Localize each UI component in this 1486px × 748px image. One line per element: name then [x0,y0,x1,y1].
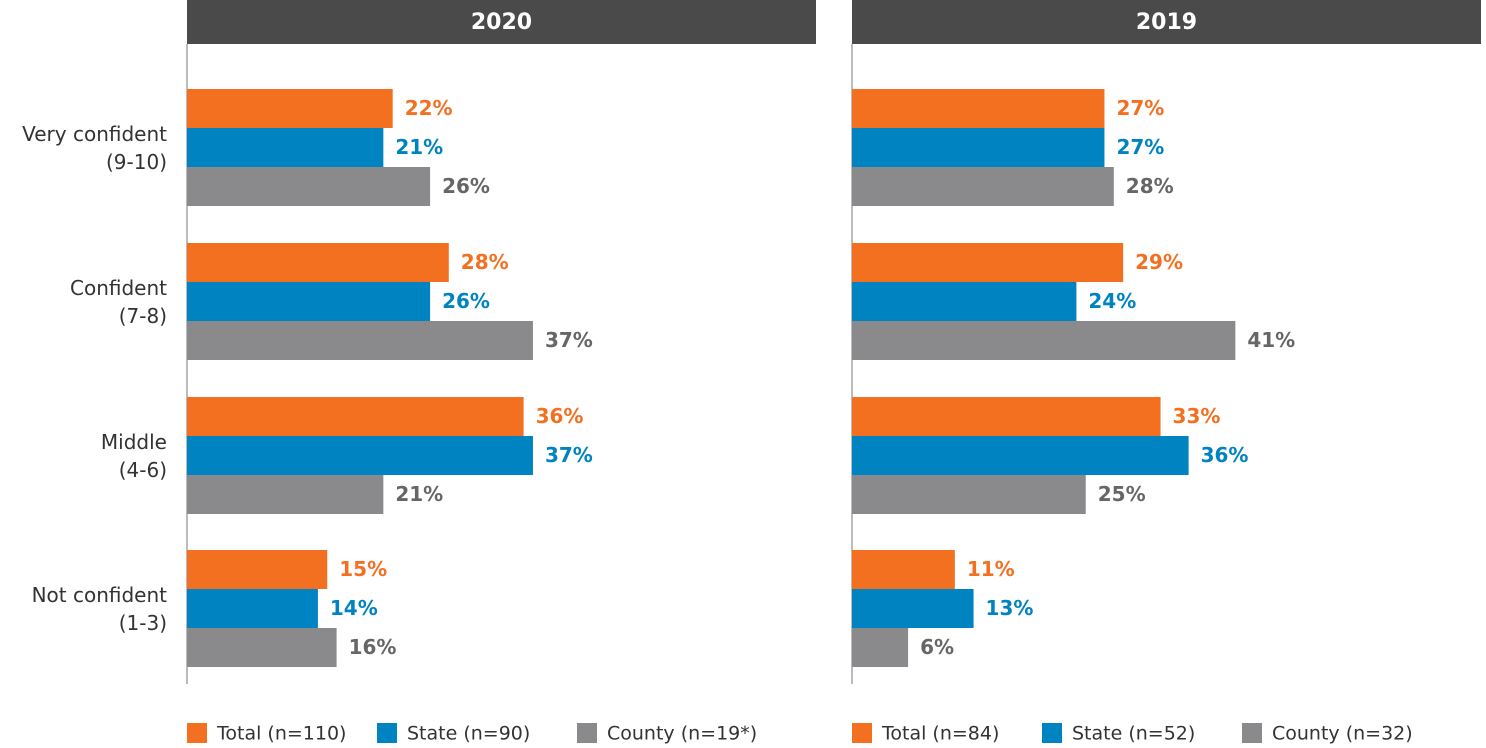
value-label: 27% [1116,135,1164,159]
bar [187,550,328,589]
legend-label: State (n=52) [1072,723,1195,745]
bar [187,243,449,282]
bar [187,436,533,475]
legend-label: County (n=32) [1272,723,1413,745]
value-label: 15% [339,557,387,581]
value-label: 25% [1098,482,1146,506]
bar [187,167,431,206]
value-label: 26% [442,174,490,198]
legend-swatch [1042,723,1062,743]
value-label: 41% [1247,328,1295,352]
bar [852,397,1161,436]
bar [187,397,524,436]
legend-swatch [852,723,872,743]
value-label: 11% [967,557,1015,581]
bar [852,628,909,667]
bar [187,89,393,128]
value-label: 16% [349,635,397,659]
bar [187,628,337,667]
category-label: Middle (4-6) [100,429,167,482]
bar [852,128,1105,167]
legend-label: State (n=90) [407,723,530,745]
bar [852,321,1236,360]
legend-swatch [577,723,597,743]
bar [187,589,318,628]
legend-label: County (n=19*) [607,723,757,745]
value-label: 37% [545,443,593,467]
bar [852,243,1124,282]
value-label: 28% [461,250,509,274]
value-label: 24% [1088,289,1136,313]
category-label: Not confident (1-3) [31,582,167,635]
value-label: 13% [986,596,1034,620]
legend-swatch [377,723,397,743]
chart-title: 2020 [471,10,532,35]
legend-swatch [1242,723,1262,743]
legend-label: Total (n=110) [216,723,346,745]
value-label: 36% [1201,443,1249,467]
category-label: Confident (7-8) [70,275,167,328]
bar [852,475,1086,514]
bar [187,475,384,514]
header [852,0,1481,44]
value-label: 6% [920,635,954,659]
header [187,0,816,44]
value-label: 26% [442,289,490,313]
bar [852,436,1189,475]
bar [187,128,384,167]
chart-title: 2019 [1136,10,1197,35]
category-label: Very confident (9-10) [22,121,167,174]
value-label: 33% [1173,404,1221,428]
bar [852,167,1114,206]
value-label: 29% [1135,250,1183,274]
value-label: 21% [395,135,443,159]
value-label: 27% [1116,96,1164,120]
value-label: 37% [545,328,593,352]
value-label: 36% [536,404,584,428]
bar [187,282,431,321]
bar [852,550,955,589]
bar [187,321,533,360]
bar [852,589,974,628]
legend-label: Total (n=84) [881,723,999,745]
value-label: 28% [1126,174,1174,198]
legend-swatch [187,723,207,743]
value-label: 21% [395,482,443,506]
value-label: 22% [405,96,453,120]
bar [852,89,1105,128]
bar [852,282,1077,321]
value-label: 14% [330,596,378,620]
